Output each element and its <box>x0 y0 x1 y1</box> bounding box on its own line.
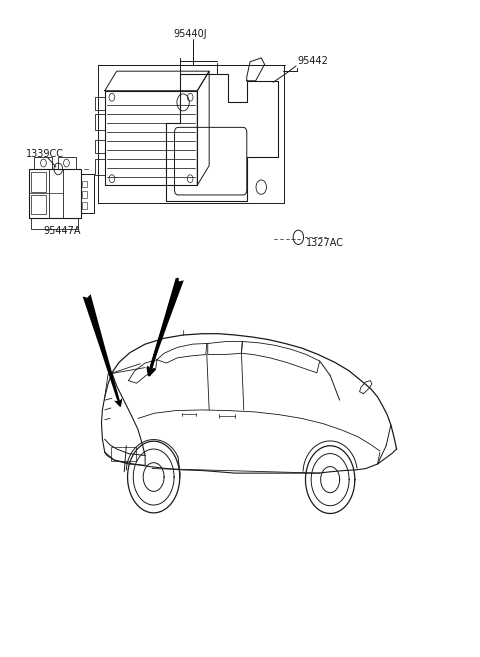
Bar <box>96 159 105 175</box>
Bar <box>34 157 52 169</box>
Bar <box>29 169 81 217</box>
Bar <box>96 139 105 152</box>
Bar <box>96 97 105 110</box>
Text: 95447A: 95447A <box>43 225 81 236</box>
Bar <box>83 181 87 187</box>
Bar <box>96 114 105 130</box>
Bar <box>32 217 78 229</box>
Bar <box>31 172 47 192</box>
Bar <box>31 195 47 214</box>
Bar <box>105 91 197 185</box>
Text: 95440J: 95440J <box>173 30 207 39</box>
Bar <box>83 191 87 198</box>
Bar <box>81 174 95 213</box>
Bar <box>83 202 87 209</box>
Text: 1327AC: 1327AC <box>306 238 345 248</box>
Bar <box>111 447 136 461</box>
Bar <box>58 157 76 169</box>
Text: 95442: 95442 <box>297 56 328 66</box>
Text: 1339CC: 1339CC <box>25 149 63 159</box>
